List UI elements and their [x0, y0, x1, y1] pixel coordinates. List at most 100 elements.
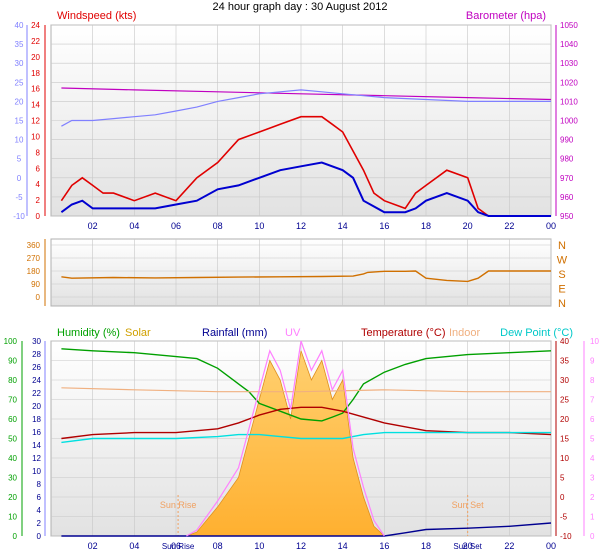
windspeed-tick-label: 4	[36, 180, 41, 189]
barometer-line	[61, 87, 552, 101]
rainfall-tick-label: 4	[37, 506, 42, 515]
temperature-tick-label: 40	[560, 337, 569, 346]
windspeed-tick-label: 20	[31, 53, 40, 62]
windspeed-tick-label: 12	[31, 117, 40, 126]
climate-x-tick-label: 00	[546, 541, 556, 551]
sunrise-annotation: Sun Rise	[160, 500, 197, 510]
windspeed-x-tick-label: 08	[213, 221, 223, 231]
rainfall-tick-label: 14	[32, 441, 41, 450]
climate-series: Sun Rise Sun Set	[61, 340, 552, 537]
rainfall-tick-label: 22	[32, 389, 41, 398]
barometer-tick-label: 1040	[560, 40, 578, 49]
sun-x-tick-label: Sun Set	[453, 542, 482, 551]
wind-average-line	[60, 161, 551, 217]
humidity-tick-label: 100	[4, 337, 18, 346]
rainfall-tick-label: 24	[32, 376, 41, 385]
windspeed-tick-label: 24	[31, 21, 40, 30]
winddir-gridlines	[51, 239, 552, 306]
compass-label: N	[558, 298, 566, 310]
chart-title: 24 hour graph day : 30 August 2012	[213, 1, 388, 13]
winddir-tick-label: 180	[27, 267, 41, 276]
compass-label: S	[558, 269, 565, 281]
winddir-axis: 0 90 180 270 360	[27, 239, 46, 306]
sunset-annotation: Sun Set	[452, 500, 485, 510]
outer-left-tick-label: 25	[15, 78, 24, 87]
rainfall-tick-label: 8	[37, 480, 42, 489]
outer-left-tick-label: 0	[17, 174, 22, 183]
windspeed-x-tick-label: 20	[463, 221, 473, 231]
compass-label: N	[558, 240, 566, 252]
indoor-temperature-line	[61, 387, 551, 393]
winddir-tick-label: 90	[31, 280, 40, 289]
outer-left-tick-label: 10	[15, 136, 24, 145]
windspeed-tick-label: 6	[36, 164, 41, 173]
humidity-tick-label: 0	[13, 532, 18, 541]
windspeed-x-tick-label: 16	[379, 221, 389, 231]
temperature-line	[61, 406, 552, 440]
rainfall-tick-label: 18	[32, 415, 41, 424]
windspeed-x-tick-label: 10	[254, 221, 264, 231]
temperature-tick-label: 0	[560, 493, 565, 502]
temperature-tick-label: 25	[560, 396, 569, 405]
barometer-tick-label: 970	[560, 174, 574, 183]
uv-tick-label: 6	[590, 415, 595, 424]
humidity-axis: 0 10 20 30 40 50 60 70 80 90 100	[4, 337, 23, 541]
humidity-tick-label: 10	[8, 513, 17, 522]
winddir-series	[61, 270, 551, 283]
temperature-tick-label: 5	[560, 474, 565, 483]
windspeed-tick-label: 16	[31, 85, 40, 94]
uv-tick-label: 9	[590, 357, 595, 366]
winddir-tick-label: 0	[36, 293, 41, 302]
barometer-tick-label: 990	[560, 136, 574, 145]
rainfall-tick-label: 16	[32, 428, 41, 437]
sun-x-tick-label: Sun Rise	[162, 542, 195, 551]
barometer-tick-label: 1020	[560, 78, 578, 87]
temperature-tick-label: 10	[560, 454, 569, 463]
barometer-tick-label: 1000	[560, 117, 578, 126]
rainfall-line	[61, 522, 552, 537]
windspeed-tick-label: 22	[31, 37, 40, 46]
rainfall-tick-label: 30	[32, 337, 41, 346]
temperature-tick-label: 20	[560, 415, 569, 424]
windspeed-tick-label: 10	[31, 132, 40, 141]
outer-left-tick-label: 5	[17, 155, 22, 164]
uv-tick-label: 4	[590, 454, 595, 463]
humidity-tick-label: 90	[8, 357, 17, 366]
uv-tick-label: 0	[590, 532, 595, 541]
barometer-tick-label: 1030	[560, 59, 578, 68]
outer-left-tick-label: 35	[15, 40, 24, 49]
barometer-legend: Barometer (hpa)	[466, 10, 546, 22]
temperature-tick-label: -5	[560, 513, 568, 522]
indoor-legend: Indoor	[449, 327, 481, 339]
barometer-tick-label: 980	[560, 155, 574, 164]
windspeed-x-tick-label: 04	[129, 221, 139, 231]
rainfall-tick-label: 26	[32, 363, 41, 372]
rainfall-tick-label: 10	[32, 467, 41, 476]
uv-tick-label: 7	[590, 396, 595, 405]
humidity-tick-label: 60	[8, 415, 17, 424]
windspeed-x-tick-label: 02	[88, 221, 98, 231]
humidity-tick-label: 40	[8, 454, 17, 463]
windspeed-tick-label: 2	[36, 196, 41, 205]
windspeed-tick-label: 14	[31, 101, 40, 110]
outer-left-tick-label: -5	[15, 193, 23, 202]
climate-x-tick-label: 12	[296, 541, 306, 551]
outer-left-series-line	[61, 89, 551, 127]
humidity-tick-label: 80	[8, 376, 17, 385]
rainfall-tick-label: 6	[37, 493, 42, 502]
outer-left-tick-label: -10	[13, 212, 25, 221]
winddir-line	[61, 270, 551, 283]
windspeed-x-tick-label: 22	[504, 221, 514, 231]
rainfall-tick-label: 2	[37, 519, 42, 528]
dewpoint-legend: Dew Point (°C)	[500, 327, 573, 339]
uv-tick-label: 5	[590, 435, 595, 444]
solar-area	[186, 350, 386, 537]
uv-tick-label: 3	[590, 474, 595, 483]
uv-tick-label: 1	[590, 513, 595, 522]
climate-x-tick-label: 18	[421, 541, 431, 551]
humidity-tick-label: 70	[8, 396, 17, 405]
windspeed-x-axis: 02 04 06 08 10 12 14 16 18 20 22 00	[88, 221, 556, 231]
compass-label: W	[557, 255, 568, 267]
